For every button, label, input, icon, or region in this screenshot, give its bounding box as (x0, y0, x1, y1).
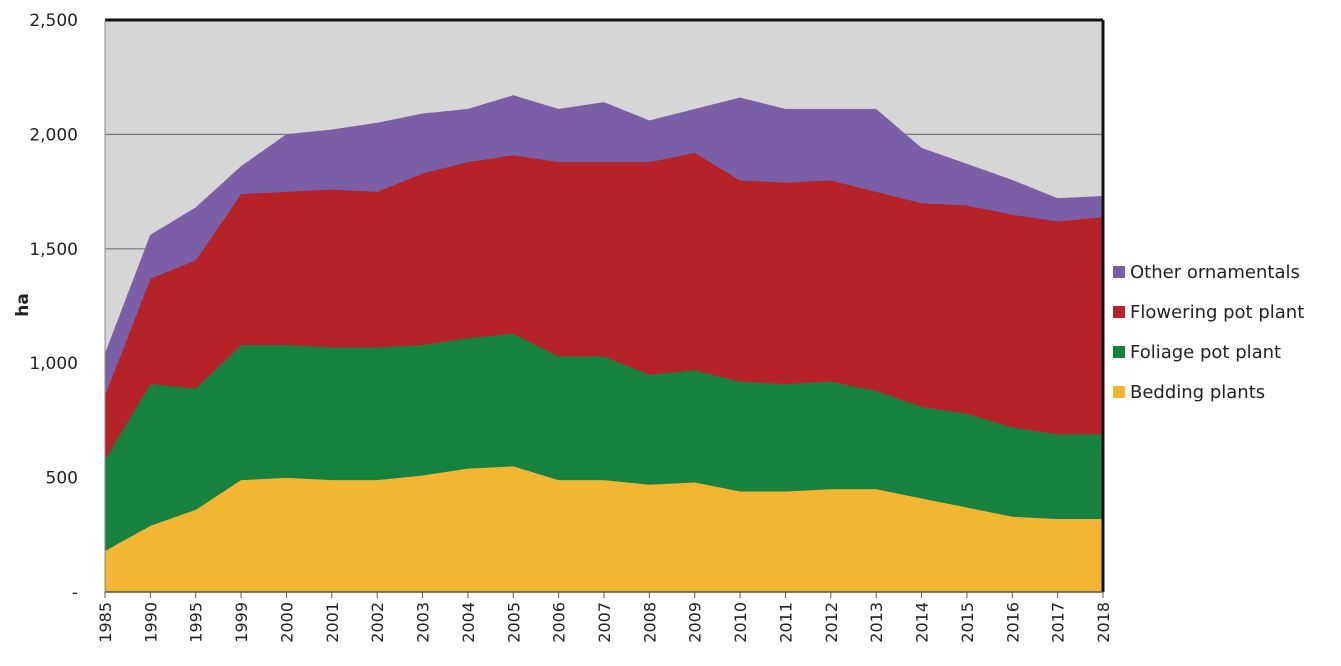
y-tick-label: 500 (46, 469, 78, 489)
legend: Other ornamentals Flowering pot plant Foli… (1113, 262, 1304, 403)
x-tick-label: 2015 (958, 602, 977, 643)
x-tick-label: 2003 (414, 602, 433, 643)
x-tick-label: 2000 (277, 602, 296, 643)
x-tick-label: 2002 (368, 602, 387, 643)
y-tick-label: 2,500 (29, 11, 78, 31)
x-tick-label: 2008 (640, 602, 659, 643)
legend-swatch (1113, 266, 1125, 278)
x-tick-label: 2007 (595, 602, 614, 643)
legend-label: Other ornamentals (1130, 262, 1300, 283)
x-tick-label: 2001 (323, 602, 342, 643)
x-tick-label: 2014 (913, 602, 932, 643)
x-tick-label: 2010 (731, 602, 750, 643)
x-tick-label: 1990 (141, 602, 160, 643)
x-tick-label: 1985 (96, 602, 115, 643)
legend-swatch (1113, 306, 1125, 318)
x-tick-label: 1995 (187, 602, 206, 643)
y-tick-label: 1,000 (29, 354, 78, 374)
legend-label: Flowering pot plant (1130, 302, 1304, 323)
x-axis-ticks: 1985 1990 1995 1999 2000 2001 2002 2003 2004 2005… (96, 592, 1113, 643)
x-tick-label: 2005 (504, 602, 523, 643)
y-tick-label: - (72, 583, 78, 603)
legend-swatch (1113, 346, 1125, 358)
x-tick-label: 2016 (1003, 602, 1022, 643)
y-axis-label: ha (13, 293, 33, 317)
x-tick-label: 2009 (686, 602, 705, 643)
x-tick-label: 2017 (1049, 602, 1068, 643)
y-tick-label: 1,500 (29, 240, 78, 260)
y-axis-ticks: - 500 1,000 1,500 2,000 2,500 (29, 11, 78, 603)
legend-swatch (1113, 386, 1125, 398)
x-tick-label: 2018 (1094, 602, 1113, 643)
x-tick-label: 2012 (822, 602, 841, 643)
legend-label: Foliage pot plant (1130, 342, 1281, 363)
x-tick-label: 1999 (232, 602, 251, 643)
x-tick-label: 2004 (459, 602, 478, 643)
x-tick-label: 2006 (550, 602, 569, 643)
series-areas (104, 95, 1104, 593)
y-tick-label: 2,000 (29, 125, 78, 145)
x-tick-label: 2013 (867, 602, 886, 643)
legend-label: Bedding plants (1130, 382, 1265, 403)
x-tick-label: 2011 (776, 602, 795, 643)
